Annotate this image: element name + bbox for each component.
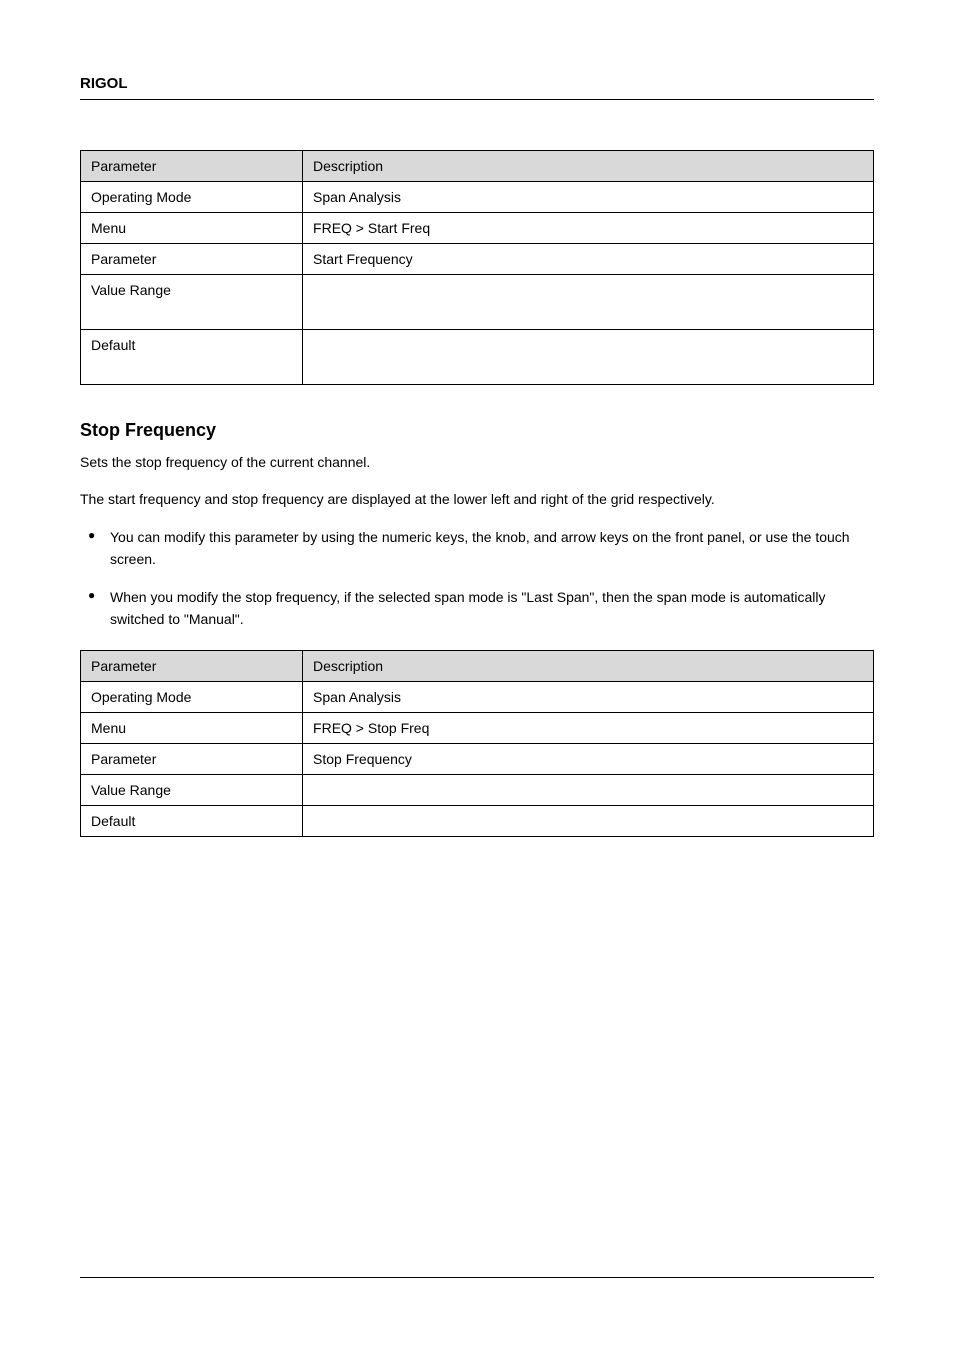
table-row: Value Range [81, 775, 874, 806]
table-header-cell: Description [303, 151, 874, 182]
list-item: You can modify this parameter by using t… [80, 526, 874, 571]
table-header-row: Parameter Description [81, 651, 874, 682]
table-cell: Menu [81, 713, 303, 744]
table-cell [303, 275, 874, 330]
section-description: The start frequency and stop frequency a… [80, 488, 874, 510]
table-cell: Default [81, 330, 303, 385]
page-header: RIGOL [80, 75, 874, 100]
table-cell: Span Analysis [303, 682, 874, 713]
page-footer [80, 1277, 874, 1288]
notes-list: You can modify this parameter by using t… [80, 526, 874, 631]
table-header-cell: Description [303, 651, 874, 682]
table-header-cell: Parameter [81, 151, 303, 182]
table-cell: Value Range [81, 775, 303, 806]
table-row: Operating Mode Span Analysis [81, 682, 874, 713]
document-page: RIGOL Parameter Description Operating Mo… [0, 0, 954, 1348]
table-cell: Default [81, 806, 303, 837]
table-row: Default [81, 806, 874, 837]
table-cell: Stop Frequency [303, 744, 874, 775]
table-header-row: Parameter Description [81, 151, 874, 182]
table-cell [303, 806, 874, 837]
table-row: Menu FREQ > Start Freq [81, 213, 874, 244]
table-cell [303, 330, 874, 385]
table-row: Operating Mode Span Analysis [81, 182, 874, 213]
table-row: Parameter Stop Frequency [81, 744, 874, 775]
table-cell: Menu [81, 213, 303, 244]
table-cell [303, 775, 874, 806]
table-cell: Parameter [81, 744, 303, 775]
table-cell: Value Range [81, 275, 303, 330]
table-cell: Start Frequency [303, 244, 874, 275]
list-item: When you modify the stop frequency, if t… [80, 586, 874, 631]
brand-title: RIGOL [80, 75, 128, 92]
table-cell: FREQ > Stop Freq [303, 713, 874, 744]
table-cell: FREQ > Start Freq [303, 213, 874, 244]
table-row: Default [81, 330, 874, 385]
parameter-table-stop-freq: Parameter Description Operating Mode Spa… [80, 650, 874, 837]
section-intro: Sets the stop frequency of the current c… [80, 451, 874, 473]
table-cell: Operating Mode [81, 182, 303, 213]
parameter-table-start-freq: Parameter Description Operating Mode Spa… [80, 150, 874, 385]
table-cell: Operating Mode [81, 682, 303, 713]
table-row: Value Range [81, 275, 874, 330]
table-cell: Span Analysis [303, 182, 874, 213]
table-row: Menu FREQ > Stop Freq [81, 713, 874, 744]
table-header-cell: Parameter [81, 651, 303, 682]
table-row: Parameter Start Frequency [81, 244, 874, 275]
section-title-stop-freq: Stop Frequency [80, 420, 874, 441]
table-cell: Parameter [81, 244, 303, 275]
